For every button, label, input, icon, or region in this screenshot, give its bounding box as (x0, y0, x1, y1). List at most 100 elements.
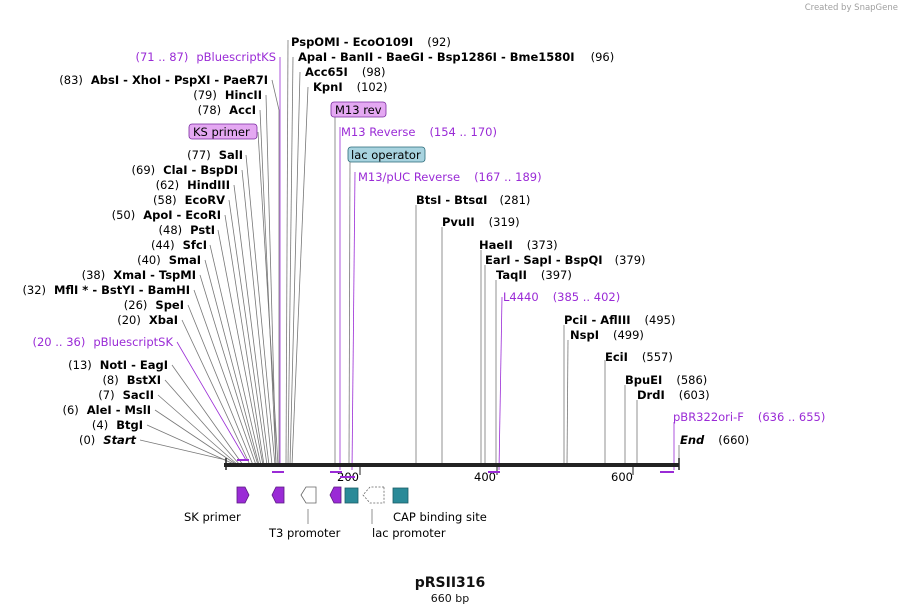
label-pcii[interactable]: PciI - AflIII (495) (564, 313, 675, 327)
label-nspi[interactable]: NspI (499) (570, 328, 644, 342)
label-m13puc[interactable]: M13/pUC Reverse (167 .. 189) (358, 170, 542, 184)
label-btgi[interactable]: (4) BtgI (92, 418, 143, 432)
sk-primer-glyph[interactable] (236, 486, 250, 504)
label-l4440[interactable]: L4440 (385 .. 402) (503, 290, 620, 304)
cap-binding-site-glyph[interactable] (392, 487, 409, 504)
leader-l4440 (498, 296, 503, 471)
ks-primer-pill[interactable] (188, 123, 258, 140)
leader-spei (187, 304, 254, 466)
leader-apai (287, 56, 294, 466)
leader-m13puc (351, 171, 356, 471)
label-bpuei[interactable]: BpuEI (586) (625, 373, 707, 387)
right-labels: PspOMI - EcoO109I (92) ApaI - BanII - Bae… (291, 35, 825, 447)
ks-primer-glyph[interactable] (271, 486, 285, 504)
label-kpni[interactable]: KpnI (102) (313, 80, 388, 94)
label-drdi[interactable]: DrdI (603) (637, 388, 710, 402)
leader-pbsk (176, 341, 247, 461)
leader-start (139, 439, 227, 461)
m13-rev-pill[interactable] (330, 101, 387, 118)
label-xmai[interactable]: (38) XmaI - TspMI (82, 268, 196, 282)
m13-rev-glyph[interactable] (329, 486, 342, 504)
label-pbks[interactable]: (71 .. 87) pBluescriptKS (135, 50, 276, 64)
leader-btgi (146, 424, 237, 466)
leader-sfci (209, 244, 262, 466)
label-smai[interactable]: (40) SmaI (137, 253, 201, 267)
label-start[interactable]: (0) Start (79, 433, 137, 447)
snapgene-credit: Created by SnapGene (805, 3, 898, 13)
leader-nspi (566, 339, 569, 466)
primer-bar-ks (272, 471, 284, 473)
feature-glyphs: SK primer T3 promoter CAP binding site l… (184, 486, 487, 540)
plasmid-length: 660 bp (431, 592, 469, 605)
primer-bar-m13 (330, 471, 342, 473)
label-taqii[interactable]: TaqII (397) (496, 268, 572, 282)
pill-labels: KS primer M13 rev lac operator (188, 101, 426, 163)
leader-absi (271, 79, 280, 465)
leader-psti (217, 229, 264, 466)
label-pspomi[interactable]: PspOMI - EcoO109I (92) (291, 35, 451, 49)
leader-mfli (193, 289, 257, 466)
label-apoi[interactable]: (50) ApoI - EcoRI (112, 208, 221, 222)
leader-ecorv (228, 199, 268, 466)
leader-acci (259, 109, 277, 466)
leader-clai (241, 169, 273, 466)
primer-bar-pbr322 (660, 471, 674, 473)
leader-kpni (291, 86, 309, 466)
label-pbr322[interactable]: pBR322ori-F (636 .. 655) (673, 410, 825, 424)
leader-hindiii (233, 184, 270, 466)
label-acc65i[interactable]: Acc65I (98) (305, 65, 385, 79)
label-bstxi[interactable]: (8) BstXI (102, 373, 161, 387)
label-pvuii[interactable]: PvuII (319) (442, 215, 520, 229)
label-sali[interactable]: (77) SalI (187, 148, 243, 162)
label-pbsk[interactable]: (20 .. 36) pBluescriptSK (32, 335, 173, 349)
label-psti[interactable]: (48) PstI (159, 223, 215, 237)
leader-bstxi (164, 379, 241, 466)
label-acci[interactable]: (78) AccI (198, 103, 256, 117)
label-clai[interactable]: (69) ClaI - BspDI (132, 163, 238, 177)
leader-apoi (224, 214, 265, 466)
leader-noti (171, 364, 244, 466)
plasmid-title: pRSII316 (415, 575, 486, 591)
label-spei[interactable]: (26) SpeI (124, 298, 184, 312)
sk-primer-label: SK primer (184, 510, 241, 524)
label-ecorv[interactable]: (58) EcoRV (153, 193, 225, 207)
leader-alei (154, 409, 238, 466)
lac-operator-pill[interactable] (347, 146, 426, 163)
leader-ks (257, 131, 279, 466)
label-xbai[interactable]: (20) XbaI (117, 313, 178, 327)
t3-promoter-label: T3 promoter (268, 526, 341, 540)
label-m13rev[interactable]: M13 Reverse (154 .. 170) (341, 125, 497, 139)
label-mfli[interactable]: (32) MflI * - BstYI - BamHI (22, 283, 190, 297)
lac-operator-glyph[interactable] (344, 487, 359, 504)
tick-label-600: 600 (611, 470, 633, 484)
label-btsi[interactable]: BtsI - BtsαI (281) (416, 193, 530, 207)
label-haeii[interactable]: HaeII (373) (479, 238, 558, 252)
label-apai[interactable]: ApaI - BanII - BaeGI - Bsp1286I - Bme158… (298, 50, 614, 64)
leader-lines (139, 39, 680, 471)
label-noti[interactable]: (13) NotI - EagI (68, 358, 168, 372)
leader-lacop (348, 161, 351, 466)
t3-promoter-glyph[interactable] (300, 486, 317, 504)
lac-operator-pill-text: lac operator (351, 148, 421, 162)
label-sfci[interactable]: (44) SfcI (151, 238, 207, 252)
backbone: 200 400 600 (224, 458, 680, 484)
leader-acc65i (289, 71, 301, 466)
label-end[interactable]: End (660) (680, 433, 749, 447)
lac-promoter-label: lac promoter (372, 526, 446, 540)
label-absi[interactable]: (83) AbsI - XhoI - PspXI - PaeR7I (59, 73, 268, 87)
label-sacii[interactable]: (7) SacII (98, 388, 154, 402)
leader-sali (245, 154, 276, 466)
label-hincii[interactable]: (79) HincII (193, 88, 262, 102)
lac-promoter-glyph[interactable] (362, 486, 385, 504)
label-hindiii[interactable]: (62) HindIII (156, 178, 230, 192)
backbone-bar (224, 463, 679, 467)
ks-primer-pill-text: KS primer (193, 125, 250, 139)
primer-bar-m13puc (340, 476, 355, 478)
leader-xmai (199, 274, 259, 466)
leader-sacii (157, 394, 239, 466)
label-eari[interactable]: EarI - SapI - BspQI (379) (485, 253, 646, 267)
label-ecii[interactable]: EciI (557) (605, 350, 673, 364)
primer-bar-sk (237, 459, 249, 461)
label-alei[interactable]: (6) AleI - MslI (62, 403, 151, 417)
